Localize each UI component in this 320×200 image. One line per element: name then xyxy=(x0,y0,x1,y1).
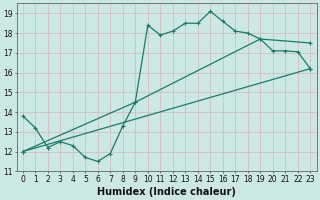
X-axis label: Humidex (Indice chaleur): Humidex (Indice chaleur) xyxy=(97,187,236,197)
